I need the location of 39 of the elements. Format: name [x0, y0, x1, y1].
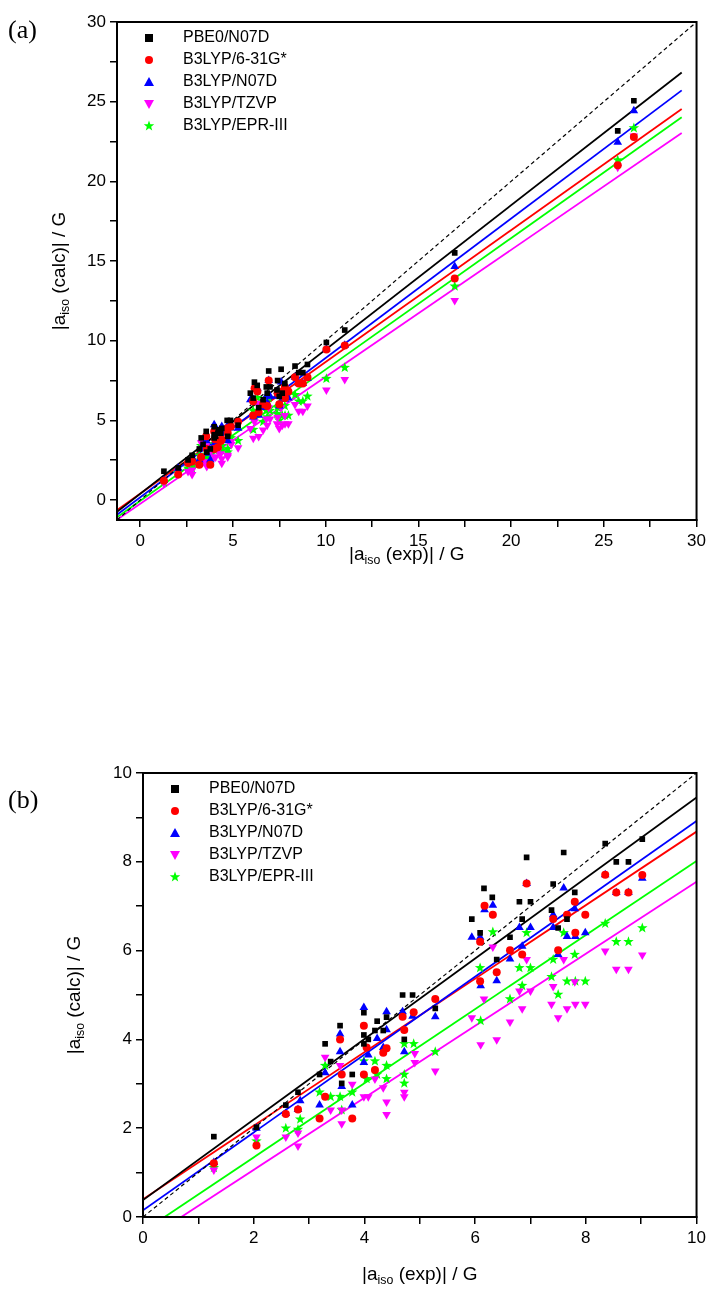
- text: (b): [8, 784, 39, 814]
- legend-label: B3LYP/6-31G*: [183, 50, 287, 68]
- y-tick-label: 5: [96, 410, 106, 430]
- legend-label: B3LYP/N07D: [183, 72, 277, 90]
- legend-label: B3LYP/TZVP: [209, 845, 303, 863]
- y-tick-label: 0: [122, 1206, 132, 1226]
- legend-label: PBE0/N07D: [209, 779, 296, 797]
- x-tick-label: 0: [135, 530, 145, 550]
- x-tick-label: 10: [687, 1227, 707, 1247]
- y-tick-label: 6: [122, 940, 132, 960]
- x-tick-label: 2: [248, 1227, 259, 1247]
- x-tick-label: 0: [138, 1227, 148, 1247]
- y-tick-label: 0: [96, 489, 106, 509]
- legend-label: B3LYP/EPR-III: [183, 116, 288, 134]
- x-tick-label: 25: [594, 530, 614, 550]
- x-tick-label: 5: [228, 530, 238, 550]
- y-tick-label: 10: [113, 762, 132, 782]
- y-tick-label: 10: [87, 330, 106, 350]
- y-tick-label: 4: [122, 1029, 132, 1049]
- y-tick-label: 30: [87, 11, 106, 31]
- y-axis-title: |aiso (calc)| / G: [48, 211, 73, 331]
- x-tick-label: 6: [470, 1227, 480, 1247]
- legend-label: PBE0/N07D: [183, 28, 270, 46]
- y-tick-label: 15: [87, 250, 106, 270]
- y-axis-title: |aiso (calc)| / G: [63, 935, 88, 1055]
- y-tick-label: 25: [87, 91, 106, 111]
- x-tick-label: 8: [581, 1227, 591, 1247]
- legend-label: B3LYP/EPR-III: [209, 867, 314, 885]
- y-tick-label: 8: [122, 851, 132, 871]
- x-tick-label: 30: [687, 530, 707, 550]
- legend-label: B3LYP/6-31G*: [209, 801, 313, 819]
- y-tick-label: 2: [122, 1117, 132, 1137]
- x-tick-label: 10: [316, 530, 336, 550]
- y-tick-label: 20: [87, 171, 106, 191]
- x-tick-label: 20: [501, 530, 521, 550]
- x-tick-label: 4: [359, 1227, 370, 1247]
- chart-title: (a): [8, 14, 37, 44]
- legend-label: B3LYP/TZVP: [183, 94, 277, 112]
- legend-label: B3LYP/N07D: [209, 823, 303, 841]
